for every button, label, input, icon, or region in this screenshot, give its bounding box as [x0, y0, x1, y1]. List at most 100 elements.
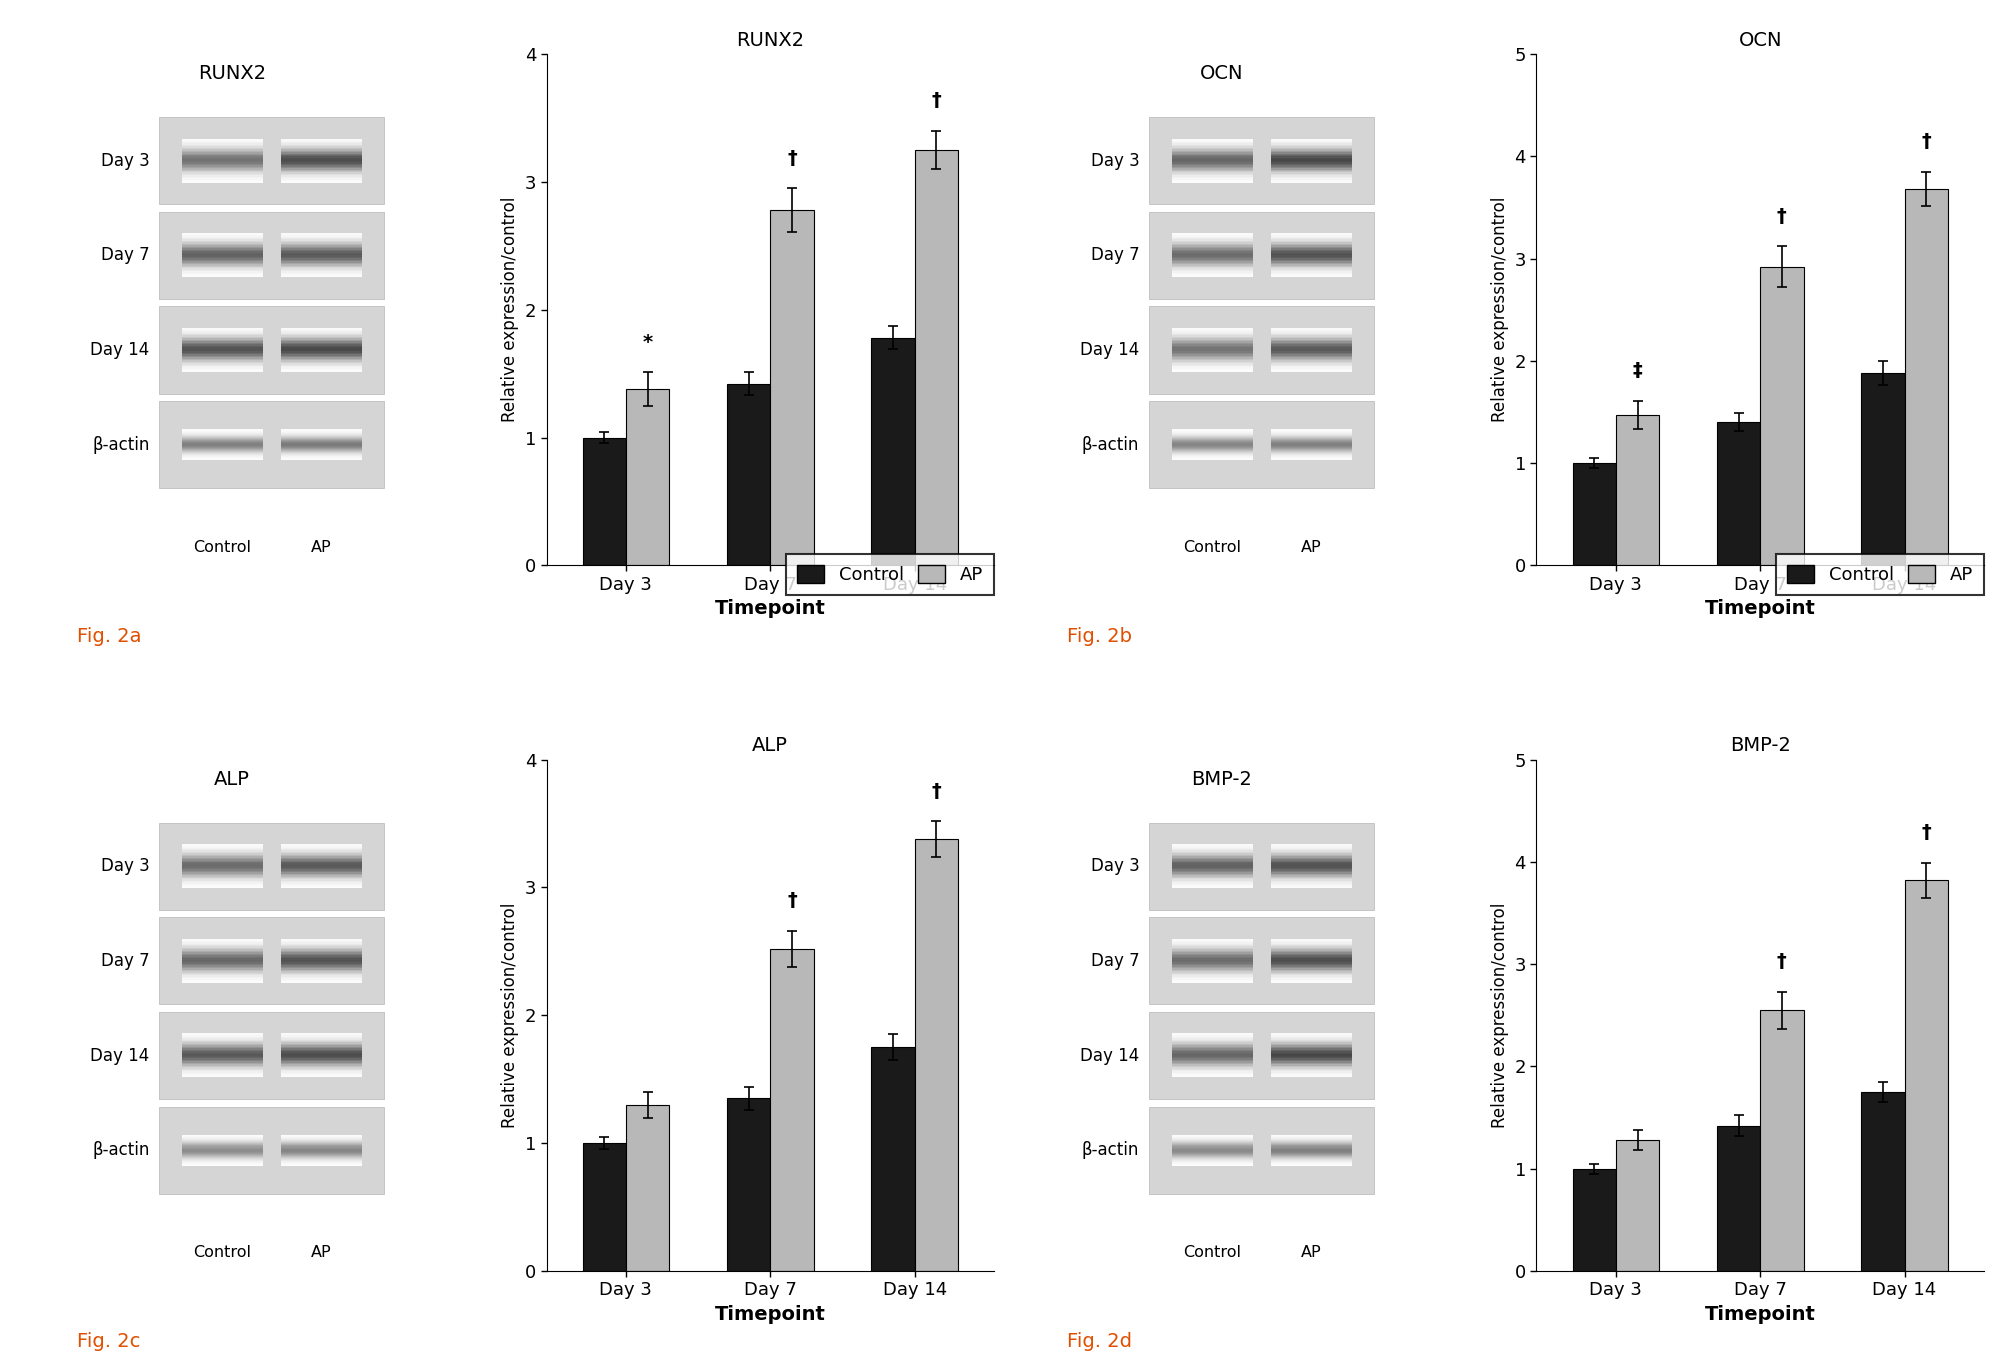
- Bar: [281, 969, 363, 971]
- Bar: [281, 1051, 363, 1053]
- Bar: [281, 162, 363, 164]
- Bar: [281, 1155, 363, 1156]
- Bar: [182, 435, 263, 437]
- Bar: [182, 1067, 263, 1068]
- Bar: [1148, 212, 1375, 299]
- Bar: [182, 845, 263, 848]
- Bar: [182, 938, 263, 941]
- Bar: [182, 458, 263, 460]
- Bar: [1172, 1152, 1252, 1153]
- Bar: [1172, 180, 1252, 181]
- Bar: [182, 260, 263, 261]
- Bar: [1271, 264, 1353, 265]
- Bar: [281, 446, 363, 448]
- Bar: [1271, 430, 1353, 431]
- Bar: [182, 457, 263, 458]
- Bar: [281, 1151, 363, 1153]
- Text: AP: AP: [1301, 1245, 1321, 1260]
- Bar: [182, 445, 263, 446]
- Bar: [182, 967, 263, 968]
- Bar: [1271, 164, 1353, 165]
- Text: β-actin: β-actin: [92, 435, 150, 453]
- Bar: [281, 1033, 363, 1036]
- Bar: [1172, 845, 1252, 848]
- Bar: [182, 242, 263, 243]
- Bar: [1172, 250, 1252, 253]
- Bar: [1172, 262, 1252, 264]
- Bar: [281, 157, 363, 160]
- Bar: [281, 368, 363, 370]
- Bar: [182, 968, 263, 969]
- X-axis label: Timepoint: Timepoint: [1705, 599, 1816, 618]
- Bar: [1172, 1137, 1252, 1138]
- Bar: [182, 265, 263, 266]
- Bar: [1271, 162, 1353, 164]
- Bar: [1172, 864, 1252, 867]
- Bar: [182, 250, 263, 253]
- Bar: [1271, 181, 1353, 183]
- Bar: [1172, 448, 1252, 449]
- Bar: [160, 918, 385, 1005]
- Bar: [281, 456, 363, 457]
- Bar: [1271, 180, 1353, 181]
- Bar: [1271, 339, 1353, 341]
- Bar: [1760, 266, 1804, 565]
- Bar: [160, 402, 385, 488]
- Bar: [281, 850, 363, 852]
- Bar: [1172, 973, 1252, 975]
- Bar: [1271, 854, 1353, 856]
- Bar: [1271, 454, 1353, 456]
- Bar: [281, 458, 363, 460]
- Bar: [1904, 189, 1948, 565]
- Bar: [1172, 329, 1252, 331]
- Bar: [872, 1048, 914, 1271]
- Bar: [182, 1148, 263, 1149]
- Bar: [1172, 860, 1252, 863]
- Bar: [1172, 1164, 1252, 1165]
- Bar: [281, 876, 363, 877]
- Bar: [1760, 1010, 1804, 1271]
- Bar: [281, 849, 363, 850]
- Bar: [281, 450, 363, 452]
- Bar: [1271, 433, 1353, 434]
- Bar: [281, 448, 363, 449]
- Bar: [1172, 352, 1252, 353]
- Bar: [182, 1036, 263, 1038]
- Bar: [281, 434, 363, 435]
- Bar: [1172, 861, 1252, 864]
- Bar: [281, 1136, 363, 1137]
- Bar: [281, 145, 363, 146]
- Bar: [182, 270, 263, 273]
- Bar: [182, 247, 263, 250]
- Bar: [1148, 823, 1375, 910]
- Bar: [1172, 1053, 1252, 1056]
- Text: Control: Control: [192, 1245, 250, 1260]
- Bar: [1172, 1138, 1252, 1140]
- Bar: [182, 329, 263, 331]
- Bar: [1271, 952, 1353, 953]
- Bar: [1271, 1057, 1353, 1060]
- Bar: [281, 961, 363, 964]
- Bar: [182, 868, 263, 869]
- Bar: [182, 342, 263, 345]
- Bar: [1271, 852, 1353, 853]
- Bar: [1172, 439, 1252, 441]
- Bar: [281, 857, 363, 859]
- Bar: [1271, 443, 1353, 445]
- Bar: [182, 262, 263, 264]
- Bar: [1271, 153, 1353, 155]
- Bar: [281, 260, 363, 261]
- Bar: [281, 439, 363, 441]
- Bar: [1271, 235, 1353, 237]
- Text: Day 7: Day 7: [100, 246, 150, 265]
- Bar: [182, 869, 263, 871]
- Text: AP: AP: [311, 539, 331, 554]
- Bar: [1271, 166, 1353, 168]
- Bar: [281, 166, 363, 168]
- Bar: [182, 1064, 263, 1065]
- Bar: [182, 331, 263, 333]
- Bar: [182, 180, 263, 181]
- Bar: [1271, 454, 1353, 456]
- Bar: [1172, 945, 1252, 946]
- Bar: [182, 239, 263, 241]
